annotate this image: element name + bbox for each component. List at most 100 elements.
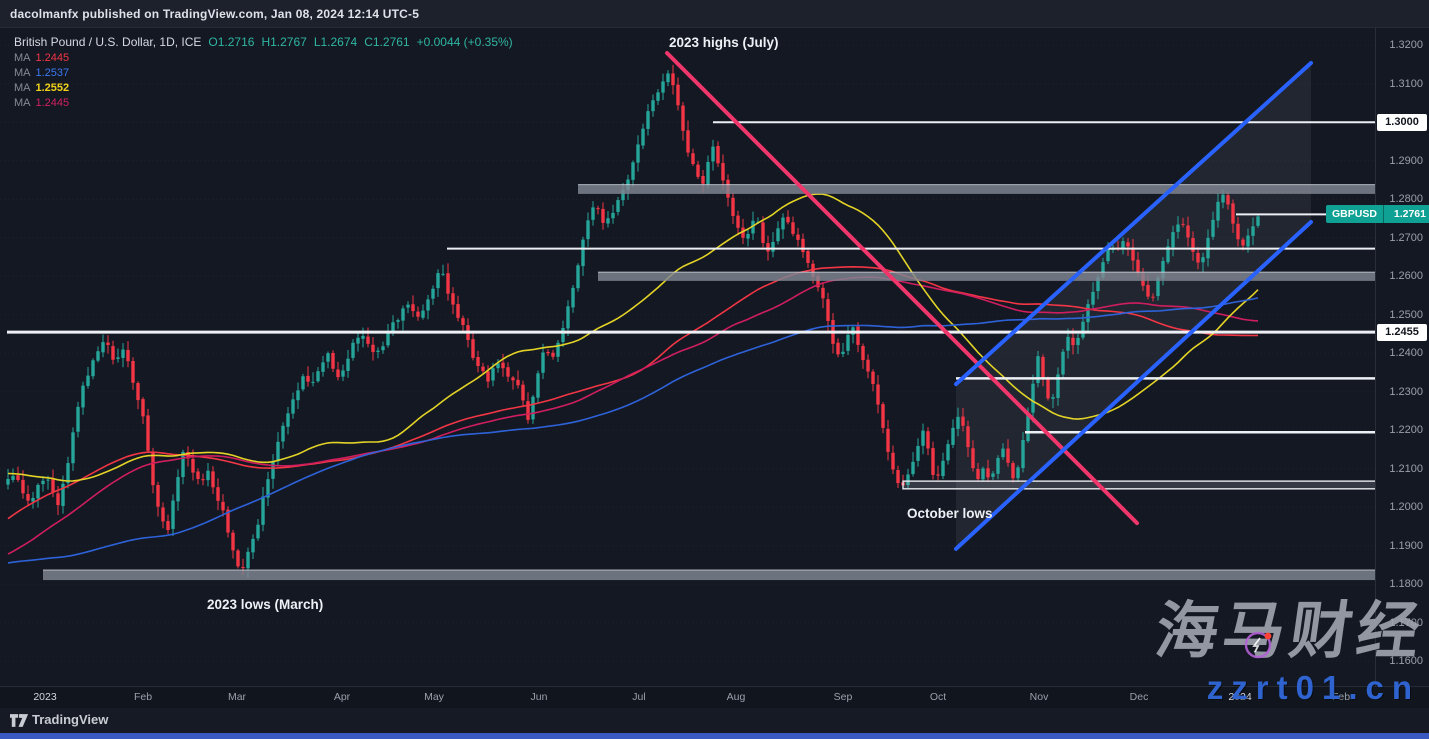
- candle: [426, 294, 430, 320]
- candle-body: [1181, 223, 1185, 225]
- price-chart[interactable]: [0, 28, 1375, 686]
- zone-2023-lows-zone[interactable]: [43, 570, 1375, 581]
- candle: [996, 455, 1000, 480]
- candle-body: [1161, 261, 1165, 279]
- symbol-title[interactable]: British Pound / U.S. Dollar, 1D, ICE: [14, 35, 202, 49]
- candle-body: [216, 487, 220, 501]
- candle-body: [1046, 379, 1050, 399]
- candle-body: [1211, 219, 1215, 237]
- ma-label: MA: [14, 97, 31, 109]
- candle: [441, 264, 445, 277]
- candle-body: [1236, 223, 1240, 240]
- candle: [1001, 443, 1005, 460]
- price-axis[interactable]: 1.3200 1.3100 1.3000 1.2900 1.2800 1.2700 1.26…: [1375, 28, 1429, 686]
- candle: [126, 341, 130, 368]
- candle: [411, 295, 415, 318]
- candle-body: [1246, 235, 1250, 247]
- trendline-downtrend-from-2023-highs[interactable]: [665, 51, 1139, 526]
- candle: [556, 340, 560, 363]
- candle: [316, 367, 320, 383]
- candle: [456, 295, 460, 322]
- candle: [146, 408, 150, 453]
- candle-body: [1036, 356, 1040, 383]
- candle: [821, 282, 825, 309]
- candle-body: [816, 276, 820, 288]
- chart-plot-area[interactable]: British Pound / U.S. Dollar, 1D, ICE O1.2…: [0, 28, 1375, 686]
- candle-body: [56, 493, 60, 506]
- candle: [101, 334, 105, 358]
- zone-supply-zone-1.2800[interactable]: [578, 184, 1375, 194]
- candle: [201, 473, 205, 486]
- candle-body: [66, 463, 70, 484]
- symbol-name-tag: GBPUSD: [1326, 205, 1384, 224]
- candle-body: [101, 342, 105, 353]
- ma-legend-row[interactable]: MA 1.2445: [14, 52, 513, 64]
- candle-body: [371, 344, 375, 353]
- candle: [546, 349, 550, 357]
- ma-line-ma_yellow[interactable]: [7, 193, 1259, 482]
- candle: [206, 462, 210, 487]
- candle-body: [1176, 224, 1180, 232]
- candle: [941, 452, 945, 480]
- candle: [266, 471, 270, 506]
- candle-body: [686, 130, 690, 153]
- candle-body: [151, 451, 155, 486]
- tradingview-wordmark[interactable]: TradingView: [32, 712, 109, 727]
- candle: [856, 322, 860, 353]
- candle-body: [731, 197, 735, 217]
- price-tick: 1.2000: [1389, 501, 1423, 514]
- trendline-channel-lower[interactable]: [954, 220, 1313, 551]
- candle: [166, 514, 170, 534]
- channel-fill[interactable]: [956, 63, 1311, 549]
- ma-legend-row[interactable]: MA 1.2552: [14, 82, 513, 94]
- candle: [1181, 217, 1185, 228]
- candle-body: [461, 318, 465, 325]
- candle: [1256, 213, 1260, 228]
- candle: [26, 485, 30, 506]
- time-tick-Mar: Mar: [227, 691, 247, 703]
- ma-legend-row[interactable]: MA 1.2445: [14, 97, 513, 109]
- candle-body: [331, 352, 335, 369]
- ma-line-ma_red[interactable]: [7, 266, 1259, 520]
- candle-body: [446, 273, 450, 294]
- price-tick: 1.2400: [1389, 347, 1423, 360]
- time-axis[interactable]: 2023 Feb Mar Apr May Jun Jul Aug Sep Oct Nov Dec 202…: [0, 686, 1429, 708]
- candle: [931, 441, 935, 480]
- price-tick: 1.2600: [1389, 270, 1423, 283]
- candle-body: [926, 431, 930, 449]
- candle-body: [1076, 337, 1080, 346]
- candle: [221, 494, 225, 517]
- candle: [866, 354, 870, 379]
- zone-october-lows-zone[interactable]: [902, 480, 1375, 490]
- watermark-cn-text: 海马财经: [1151, 597, 1429, 666]
- candle: [281, 422, 285, 449]
- ma-line-ma_crimson[interactable]: [7, 276, 1259, 555]
- candle: [836, 338, 840, 358]
- price-tick: 1.2200: [1389, 424, 1423, 437]
- candle: [921, 423, 925, 455]
- candle: [986, 459, 990, 481]
- price-tick: 1.1800: [1389, 578, 1423, 591]
- candle: [966, 420, 970, 458]
- candle: [296, 382, 300, 409]
- tradingview-logo-icon[interactable]: [10, 713, 29, 728]
- candle-body: [986, 468, 990, 478]
- ma-line-ma_blue[interactable]: [7, 297, 1259, 564]
- price-label-box-1.3000: 1.3000: [1377, 114, 1427, 132]
- candle-body: [956, 416, 960, 429]
- trendline-channel-upper[interactable]: [954, 61, 1313, 387]
- candle-body: [1031, 383, 1035, 413]
- candle: [1216, 193, 1220, 228]
- candle-body: [291, 399, 295, 414]
- candle-body: [1156, 277, 1160, 297]
- candle-body: [471, 339, 475, 358]
- ma-value: 1.2552: [35, 82, 70, 94]
- ma-legend-row[interactable]: MA 1.2537: [14, 67, 513, 79]
- candle-body: [916, 445, 920, 461]
- candle: [956, 407, 960, 437]
- zone-zone-1.2600[interactable]: [598, 272, 1375, 281]
- change-value: +0.0044 (+0.35%): [416, 35, 513, 49]
- candle: [736, 210, 740, 236]
- candle: [506, 362, 510, 382]
- candle: [176, 469, 180, 511]
